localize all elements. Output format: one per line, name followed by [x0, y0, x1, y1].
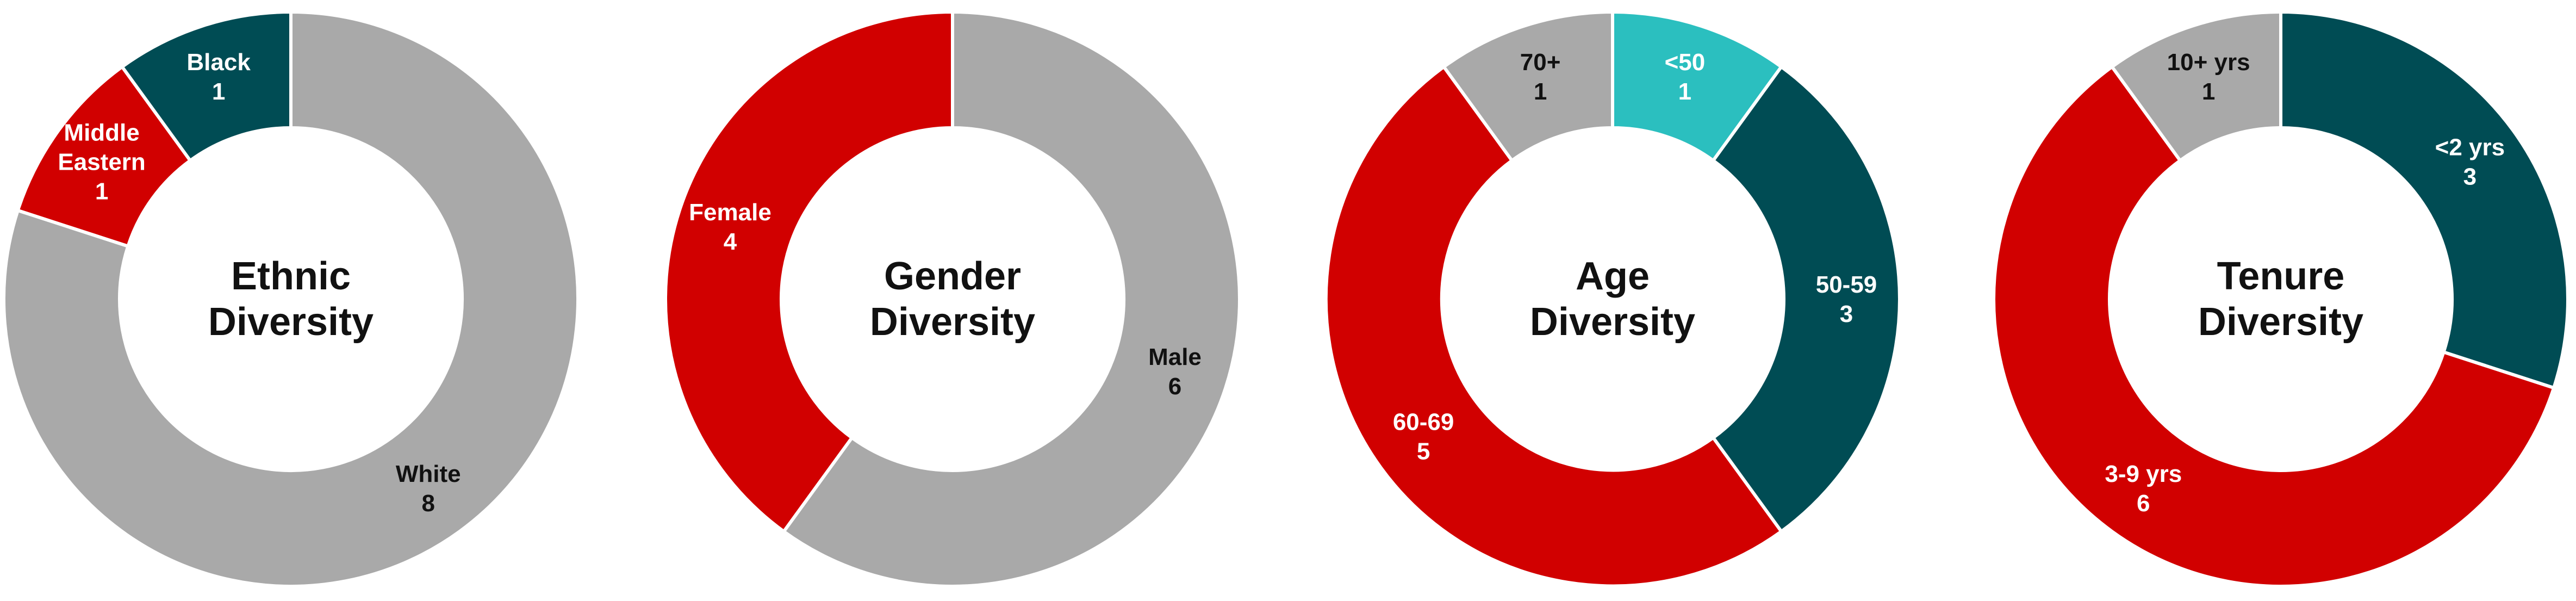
slice-black-label: Black 1: [186, 49, 251, 105]
ethnic-diversity-title-line: Diversity: [208, 300, 374, 344]
gender-diversity-title: Gender Diversity: [870, 255, 1035, 344]
slice-under-2-yrs: [2279, 10, 2569, 390]
slice-white-label: White 8: [396, 461, 461, 517]
gender-diversity-title-line: Gender: [884, 255, 1021, 298]
slice-under-2-yrs-label: <2 yrs 3: [2435, 134, 2505, 190]
slice-middle-eastern-value: 1: [95, 178, 108, 205]
slice-female-label: Female 4: [689, 199, 771, 255]
slice-3-9-yrs: [1992, 65, 2556, 588]
slice-60-69-value: 5: [1417, 438, 1430, 465]
tenure-diversity-title: Tenure Diversity: [2198, 255, 2363, 344]
slice-under-50-name: <50: [1665, 49, 1706, 76]
age-diversity-title-line: Diversity: [1530, 300, 1695, 344]
slice-under-50-label: <50 1: [1665, 49, 1706, 105]
ethnic-diversity-title-line: Ethnic: [231, 255, 351, 298]
slice-70-plus-value: 1: [1534, 78, 1547, 105]
slice-female-name: Female: [689, 199, 771, 226]
slice-male-label: Male 6: [1148, 344, 1202, 400]
slice-10-plus-yrs-label: 10+ yrs 1: [2167, 49, 2250, 105]
slice-black-value: 1: [212, 78, 225, 105]
slice-female: [664, 10, 954, 534]
gender-diversity-chart: Male 6 Female 4 Gender Diversity: [664, 10, 1241, 588]
slice-male: [782, 10, 1241, 588]
slice-white-name: White: [396, 461, 461, 487]
slice-middle-eastern-label: Middle Eastern 1: [58, 119, 145, 205]
slice-10-plus-yrs-value: 1: [2202, 78, 2215, 105]
slice-black-name: Black: [186, 49, 251, 76]
slice-50-59: [1712, 65, 1901, 534]
slice-70-plus-name: 70+: [1520, 49, 1561, 76]
slice-60-69: [1324, 65, 1783, 588]
slice-10-plus-yrs-name: 10+ yrs: [2167, 49, 2250, 76]
slice-white-value: 8: [421, 490, 434, 517]
age-diversity-title: Age Diversity: [1530, 255, 1695, 344]
slice-female-value: 4: [724, 228, 737, 255]
slice-male-name: Male: [1148, 344, 1202, 370]
slice-3-9-yrs-value: 6: [2137, 490, 2150, 517]
age-diversity-title-line: Age: [1576, 255, 1650, 298]
slice-50-59-label: 50-59 3: [1816, 271, 1877, 327]
slice-middle-eastern-name: Middle: [64, 119, 139, 146]
slice-male-value: 6: [1168, 373, 1181, 400]
slice-black: [120, 10, 293, 163]
slice-middle-eastern-name: Eastern: [58, 148, 145, 175]
slice-50-59-value: 3: [1840, 301, 1853, 327]
tenure-diversity-chart: <2 yrs 3 3-9 yrs 6 10+ yrs 1 Tenure Diversity: [1992, 10, 2569, 588]
tenure-diversity-title-line: Diversity: [2198, 300, 2363, 344]
slice-70-plus: [1442, 10, 1614, 163]
slice-60-69-name: 60-69: [1393, 409, 1454, 436]
slice-under-2-yrs-name: <2 yrs: [2435, 134, 2505, 160]
slice-under-50-value: 1: [1678, 78, 1691, 105]
slice-white: [2, 10, 580, 588]
slice-3-9-yrs-name: 3-9 yrs: [2105, 461, 2182, 487]
ethnic-diversity-title: Ethnic Diversity: [208, 255, 374, 344]
slice-3-9-yrs-label: 3-9 yrs 6: [2105, 461, 2182, 517]
tenure-diversity-title-line: Tenure: [2217, 255, 2345, 298]
slice-60-69-label: 60-69 5: [1393, 409, 1454, 465]
slice-50-59-name: 50-59: [1816, 271, 1877, 298]
slice-10-plus-yrs: [2110, 10, 2282, 163]
gender-diversity-title-line: Diversity: [870, 300, 1035, 344]
slice-70-plus-label: 70+ 1: [1520, 49, 1561, 105]
slice-under-2-yrs-value: 3: [2463, 163, 2477, 190]
